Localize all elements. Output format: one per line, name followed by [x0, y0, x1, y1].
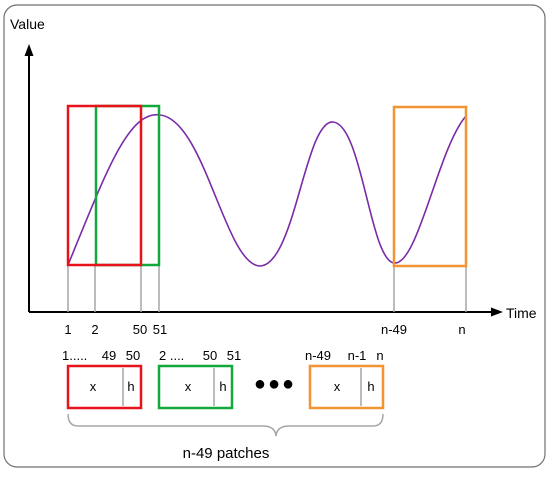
- x-axis-label: Time: [506, 305, 537, 321]
- patch-index-label: 2 ....: [159, 348, 184, 363]
- patch-cell-h: h: [367, 379, 374, 394]
- window-n49-n: [392, 105, 468, 268]
- tick-label: 1: [64, 322, 71, 337]
- x-axis-arrow: [491, 307, 503, 317]
- patch-index-label: 1.....: [62, 348, 87, 363]
- patch-2: 2 .... 50 51 x h: [157, 348, 241, 410]
- patch-box: [308, 364, 385, 410]
- tick-label: 51: [153, 322, 167, 337]
- patch-cell-x: x: [185, 379, 192, 394]
- y-axis-arrow: [24, 44, 34, 56]
- patch-index-label: 50: [203, 348, 217, 363]
- patch-cell-h: h: [127, 379, 134, 394]
- y-axis-label: Value: [10, 16, 45, 32]
- patch-index-label: 51: [227, 348, 241, 363]
- patch-index-label: n-49: [305, 348, 331, 363]
- time-series-curve: [67, 114, 467, 267]
- patch-box: [157, 364, 234, 410]
- patch-cell-x: x: [334, 379, 341, 394]
- tick-label: 2: [91, 322, 98, 337]
- patches-bracket: [67, 413, 384, 437]
- patch-index-label: n-1: [348, 348, 367, 363]
- patch-1: 1..... 49 50 x h: [62, 348, 143, 410]
- patch-index-label: n: [376, 348, 383, 363]
- patches-caption: n-49 patches: [183, 445, 270, 462]
- patch-box: [66, 364, 143, 410]
- tick-label: n-49: [381, 322, 407, 337]
- tick-label: 50: [133, 322, 147, 337]
- tick-label: n: [458, 322, 465, 337]
- diagram-frame: [3, 4, 546, 468]
- patch-index-label: 49: [102, 348, 116, 363]
- patch-index-label: 50: [126, 348, 140, 363]
- ellipsis-dots: ●●●: [254, 373, 296, 395]
- patch-cell-x: x: [90, 379, 97, 394]
- patch-cell-h: h: [219, 379, 226, 394]
- window-1-50: [66, 104, 143, 267]
- patch-n: n-49 n-1 n x h: [305, 348, 385, 410]
